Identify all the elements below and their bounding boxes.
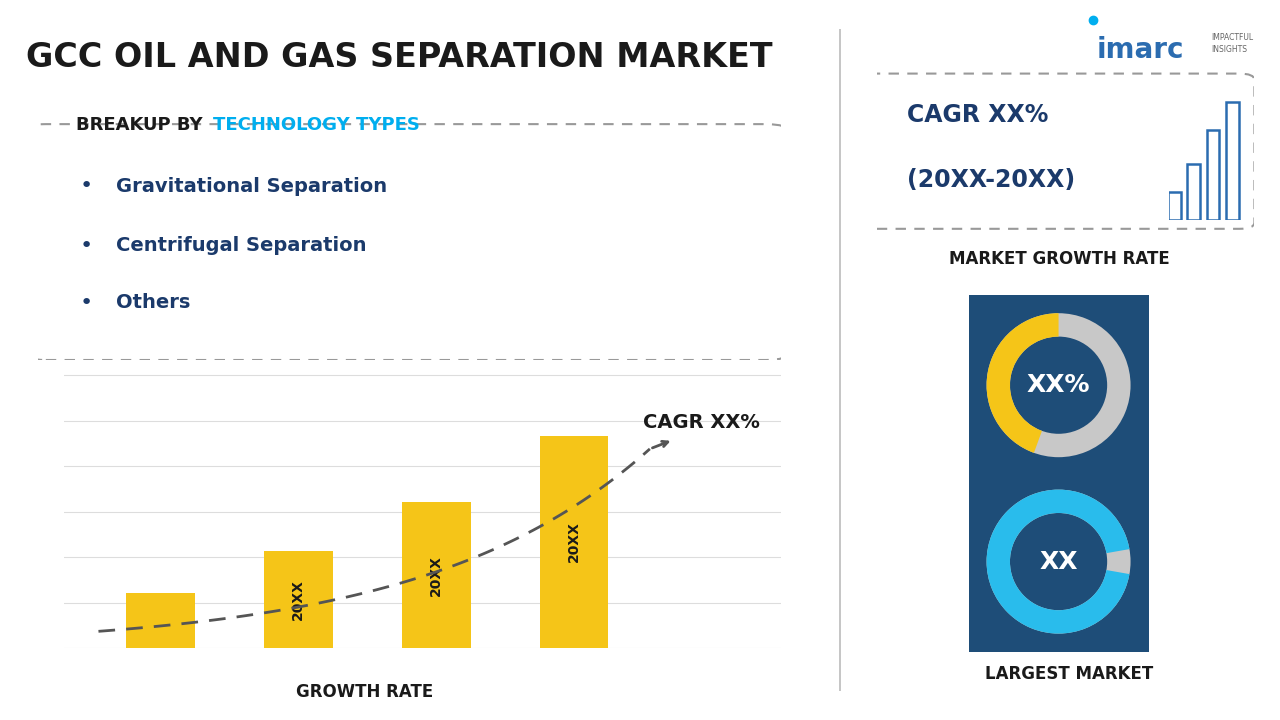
Text: CAGR XX%: CAGR XX%	[908, 103, 1048, 127]
Text: •: •	[79, 236, 92, 256]
Bar	[1167, 192, 1180, 220]
Text: Others: Others	[116, 294, 191, 312]
Bar	[264, 551, 333, 648]
Bar	[540, 436, 608, 648]
FancyBboxPatch shape	[956, 282, 1161, 488]
FancyBboxPatch shape	[23, 124, 788, 360]
Wedge shape	[987, 490, 1130, 634]
Text: 20XX: 20XX	[292, 579, 306, 620]
FancyBboxPatch shape	[861, 73, 1254, 229]
Text: HIGHEST CAGR: HIGHEST CAGR	[998, 489, 1139, 507]
Text: XX%: XX%	[1027, 373, 1091, 397]
Text: •: •	[79, 176, 92, 197]
Text: Centrifugal Separation: Centrifugal Separation	[116, 236, 367, 256]
Text: 20XX: 20XX	[429, 555, 443, 595]
Wedge shape	[987, 313, 1059, 453]
Text: CAGR XX%: CAGR XX%	[643, 413, 760, 432]
Text: BREAKUP BY: BREAKUP BY	[76, 117, 209, 135]
Bar	[1187, 163, 1201, 220]
Bar	[125, 593, 195, 648]
Bar	[402, 503, 471, 648]
Text: GROWTH RATE: GROWTH RATE	[297, 683, 434, 701]
Text: (20XX-20XX): (20XX-20XX)	[908, 168, 1075, 192]
Wedge shape	[987, 313, 1130, 457]
Text: GCC OIL AND GAS SEPARATION MARKET: GCC OIL AND GAS SEPARATION MARKET	[26, 41, 772, 74]
Text: imarc: imarc	[1097, 36, 1184, 64]
Text: Gravitational Separation: Gravitational Separation	[116, 177, 388, 196]
Text: IMPACTFUL
INSIGHTS: IMPACTFUL INSIGHTS	[1212, 32, 1254, 53]
FancyBboxPatch shape	[956, 459, 1161, 664]
Bar	[1226, 102, 1239, 220]
Text: 20XX: 20XX	[567, 521, 581, 562]
Text: TECHNOLOGY TYPES: TECHNOLOGY TYPES	[212, 117, 420, 135]
Wedge shape	[987, 490, 1129, 634]
Text: LARGEST MARKET: LARGEST MARKET	[984, 665, 1153, 683]
Bar	[1207, 130, 1220, 220]
Text: •: •	[79, 293, 92, 313]
Text: XX: XX	[1039, 549, 1078, 574]
Text: MARKET GROWTH RATE: MARKET GROWTH RATE	[948, 250, 1170, 268]
